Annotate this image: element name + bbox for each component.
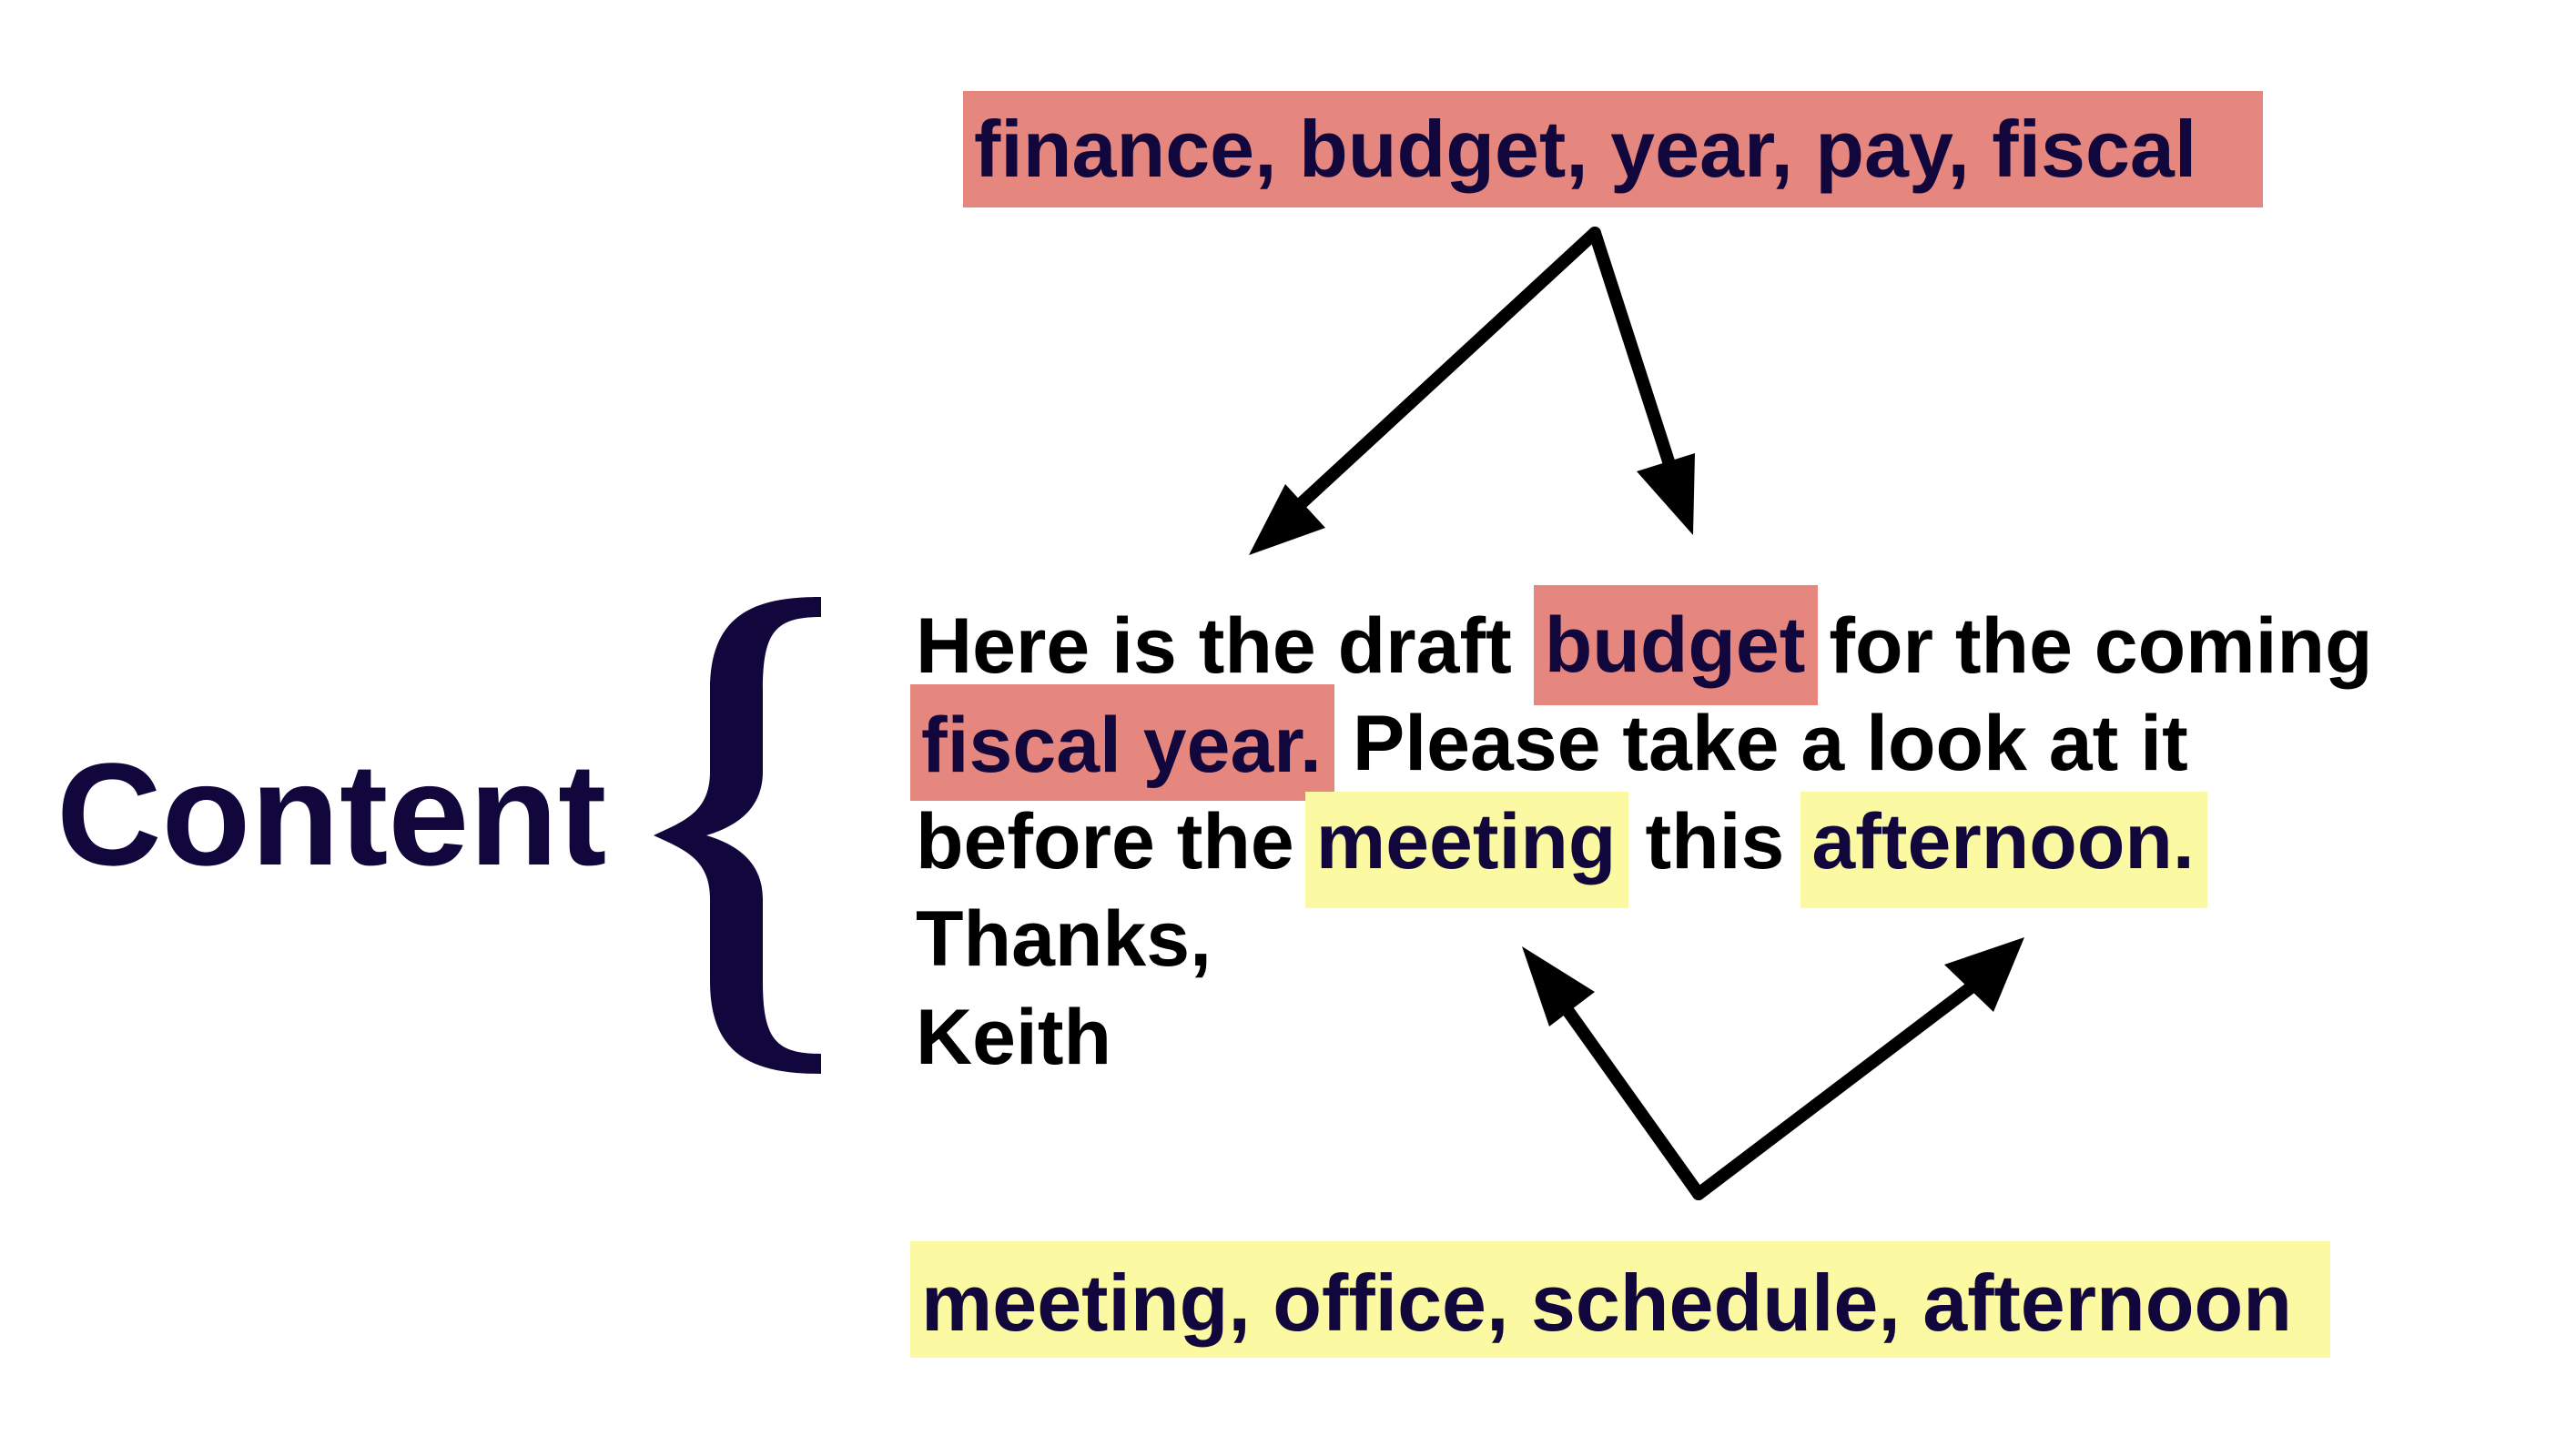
curly-brace-icon — [654, 597, 821, 1074]
meeting-topic-words: meeting, office, schedule, afternoon — [910, 1241, 2330, 1358]
highlight-afternoon: afternoon. — [1800, 792, 2207, 908]
email-text-segment: Please take a look at it — [1352, 700, 2188, 787]
highlight-budget: budget — [1533, 585, 1819, 705]
arrow-head-right — [1637, 453, 1695, 535]
email-text-segment: before the — [916, 798, 1294, 885]
arrow-to-meeting-line — [1561, 1004, 1705, 1200]
email-line-1: Here is the draft budget for the coming — [916, 585, 2373, 705]
arrow-head-afternoon — [1944, 937, 2024, 1012]
email-text-segment: for the coming — [1829, 602, 2373, 690]
arrow-to-afternoon-line — [1692, 982, 1976, 1200]
email-text-segment: Here is the draft — [916, 602, 1512, 690]
arrow-to-budget-line — [1588, 227, 1676, 470]
highlight-meeting: meeting — [1304, 792, 1629, 908]
email-line-4: Thanks, — [916, 895, 1212, 983]
email-line-2: fiscal year. Please take a look at it — [910, 684, 2188, 801]
highlight-fiscal-year: fiscal year. — [910, 684, 1334, 801]
arrow-head-left — [1249, 484, 1325, 555]
arrow-head-meeting — [1522, 946, 1595, 1026]
email-line-5: Keith — [916, 994, 1111, 1081]
meeting-arrows — [1522, 937, 2024, 1200]
finance-arrows — [1249, 227, 1695, 555]
finance-topic-words: finance, budget, year, pay, fiscal — [963, 91, 2263, 207]
email-text-segment: this — [1645, 798, 1785, 885]
content-label: Content — [56, 733, 607, 895]
arrow-to-here-line — [1286, 227, 1601, 518]
email-line-3: before the meeting this afternoon. — [916, 792, 2207, 908]
